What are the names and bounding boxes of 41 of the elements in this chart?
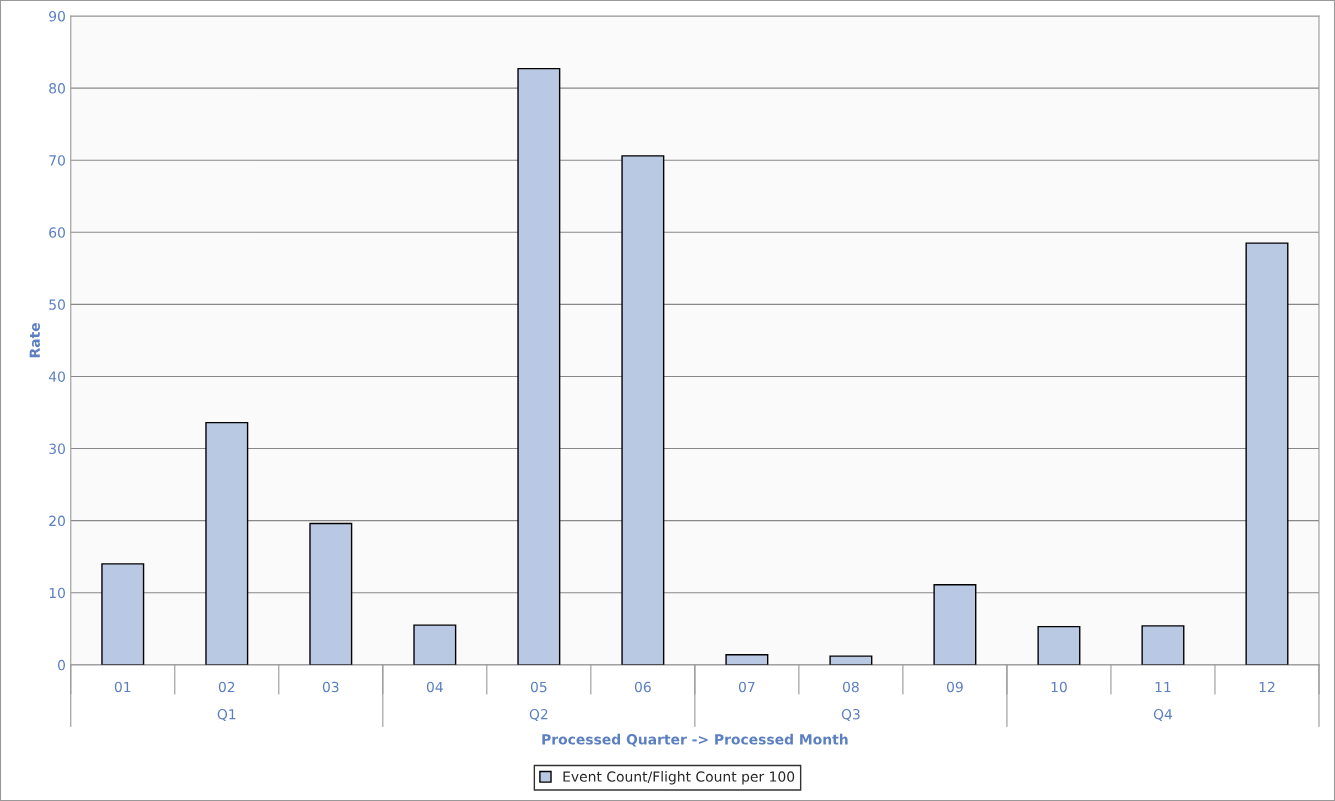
bar <box>621 155 665 665</box>
y-tick-label: 10 <box>49 587 65 599</box>
text: Q3 <box>841 708 860 722</box>
bar <box>1141 625 1185 665</box>
y-tick-label: 90 <box>49 10 65 22</box>
x-tick-label: 01 <box>114 681 131 693</box>
x-tick-label: 06 <box>634 681 651 693</box>
y-tick-label: 0 <box>57 659 65 671</box>
y-tick-label: 70 <box>49 155 65 166</box>
legend-label: Event Count/Flight Count per 100 <box>563 771 795 785</box>
x-tick-label: 12 <box>1259 681 1275 693</box>
bar <box>725 654 769 665</box>
y-tick-label: 30 <box>49 443 65 455</box>
bar <box>1037 625 1081 665</box>
x-tick-label: 05 <box>530 681 547 693</box>
bar <box>1245 242 1289 665</box>
y-tick-label: 20 <box>49 515 65 527</box>
bar <box>933 584 977 665</box>
x-tick-label: 11 <box>1155 681 1171 693</box>
x-axis-title: Processed Quarter -> Processed Month <box>542 733 848 747</box>
bar <box>309 522 353 665</box>
bar <box>829 655 873 665</box>
y-tick-label: 80 <box>49 83 65 94</box>
bar <box>205 421 249 665</box>
x-tick-label: 04 <box>426 681 443 693</box>
y-tick-label: 60 <box>49 227 65 238</box>
bar <box>517 67 561 665</box>
x-tick-label: 03 <box>322 681 339 693</box>
bar <box>413 624 457 665</box>
text: Q1 <box>217 708 236 722</box>
y-tick-label: 50 <box>49 299 65 310</box>
bar <box>101 563 145 665</box>
x-tick-label: 10 <box>1051 681 1067 693</box>
y-tick-label: 40 <box>48 371 65 382</box>
x-tick-label: 09 <box>946 681 963 693</box>
y-axis-title: Rate <box>29 323 40 358</box>
x-tick-label: 08 <box>842 681 859 693</box>
text: Q4 <box>1153 708 1173 722</box>
x-tick-label: 02 <box>218 681 235 693</box>
x-tick-label: 07 <box>738 681 755 693</box>
text: Q2 <box>529 708 548 722</box>
